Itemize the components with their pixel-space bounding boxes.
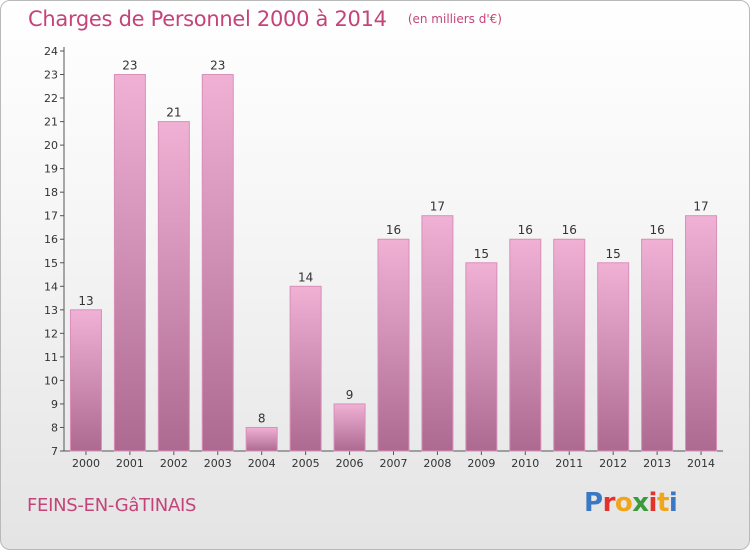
data-label: 14 [298,270,313,284]
data-label: 23 [210,59,225,73]
y-tick-label: 8 [51,421,58,434]
logo-letter: o [614,488,633,518]
bar [333,403,366,452]
x-tick-label: 2002 [160,457,188,470]
x-tick-label: 2014 [687,457,715,470]
x-tick-label: 2012 [599,457,627,470]
data-label: 17 [430,200,445,214]
y-tick-label: 9 [51,398,58,411]
bar [69,309,102,452]
y-tick-label: 12 [44,327,58,340]
logo-letter: P [584,488,603,518]
x-tick-label: 2000 [72,457,100,470]
bar [465,262,498,452]
y-tick-label: 24 [44,45,58,58]
y-tick-label: 22 [44,92,58,105]
y-tick-label: 16 [44,233,58,246]
y-tick-label: 7 [51,445,58,458]
y-tick-label: 10 [44,374,58,387]
data-label: 15 [606,247,621,261]
commune-name: FEINS-EN-GâTINAIS [27,495,197,516]
y-tick-label: 11 [44,351,58,364]
bar [421,215,454,452]
bar [289,285,322,452]
y-tick-label: 21 [44,116,58,129]
x-tick-label: 2010 [511,457,539,470]
bar [201,74,234,452]
data-label: 17 [693,200,708,214]
data-label: 9 [346,388,354,402]
y-tick-label: 15 [44,257,58,270]
data-label: 21 [166,106,181,120]
x-tick-label: 2008 [423,457,451,470]
chart-subtitle: (en milliers d'€) [407,12,502,26]
data-label: 16 [649,223,664,237]
data-label: 8 [258,411,266,425]
y-tick-label: 20 [44,139,58,152]
logo-letter: i [648,488,658,518]
bars-layer: 13 23 21 23 8 14 9 16 17 15 16 16 15 16 17 [69,59,718,452]
logo-letter: t [656,488,669,518]
bar [245,426,278,452]
proxiti-logo[interactable]: Proxiti [584,488,678,518]
data-label: 13 [78,294,93,308]
chart-title: Charges de Personnel 2000 à 2014 [28,7,387,31]
logo-letter: r [602,488,616,518]
bar [113,74,146,452]
bar [509,238,542,452]
x-tick-label: 2001 [116,457,144,470]
x-tick-label: 2005 [292,457,320,470]
bar [377,238,410,452]
x-tick-label: 2004 [248,457,276,470]
logo-letter: i [668,488,678,518]
x-tick-label: 2009 [467,457,495,470]
bar [597,262,630,452]
x-tick-label: 2013 [643,457,671,470]
y-tick-label: 19 [44,163,58,176]
data-label: 16 [386,223,401,237]
y-tick-label: 13 [44,304,58,317]
data-label: 23 [122,59,137,73]
y-tick-label: 14 [44,280,58,293]
x-tick-label: 2003 [204,457,232,470]
bar [553,238,586,452]
y-tick-label: 18 [44,186,58,199]
x-tick-label: 2006 [336,457,364,470]
y-tick-label: 17 [44,210,58,223]
data-label: 15 [474,247,489,261]
x-tick-label: 2011 [555,457,583,470]
x-tick-label: 2007 [380,457,408,470]
bar [157,121,190,452]
data-label: 16 [518,223,533,237]
bar [641,238,674,452]
bar [685,215,718,452]
axis-layer: 7 8 9 10 11 12 13 14 15 16 17 18 19 20 21 22 23 24 2000 200… [44,45,723,470]
data-label: 16 [562,223,577,237]
y-tick-label: 23 [44,69,58,82]
title-row: Charges de Personnel 2000 à 2014 (en mil… [28,7,502,31]
logo-letter: x [632,488,649,518]
